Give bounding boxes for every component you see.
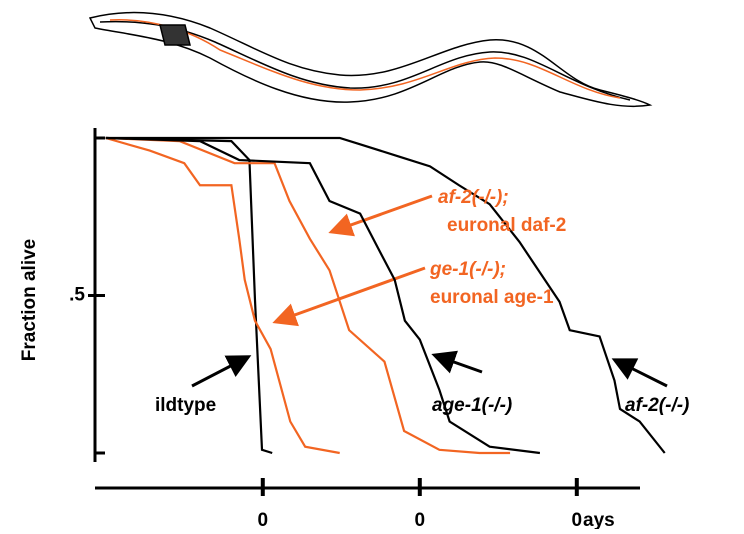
survival-curve — [105, 136, 666, 454]
annotation: age-1(-/-) — [432, 395, 512, 416]
annotation: af-2(-/-); — [438, 187, 509, 208]
y-axis-label: Fraction alive — [19, 239, 40, 362]
x-axis-label: ays — [583, 510, 615, 529]
annotation: euronal age-1 — [430, 287, 554, 308]
annotation: af-2(-/-) — [625, 395, 689, 416]
worm-drawing — [88, 11, 653, 108]
x-tick-label: 0 — [257, 510, 268, 529]
x-tick-label: 0 — [415, 510, 426, 529]
annotation: ge-1(-/-); — [429, 259, 506, 280]
annotation: euronal daf-2 — [447, 215, 566, 236]
survival-curve — [105, 136, 511, 455]
survival-curve — [105, 136, 340, 455]
x-tick-label: 0 — [572, 510, 583, 529]
survival-curve — [105, 136, 273, 455]
arrows — [191, 194, 668, 388]
survival-curve — [105, 136, 541, 455]
y-tick-label: .5 — [69, 285, 85, 306]
annotation: ildtype — [155, 395, 216, 416]
